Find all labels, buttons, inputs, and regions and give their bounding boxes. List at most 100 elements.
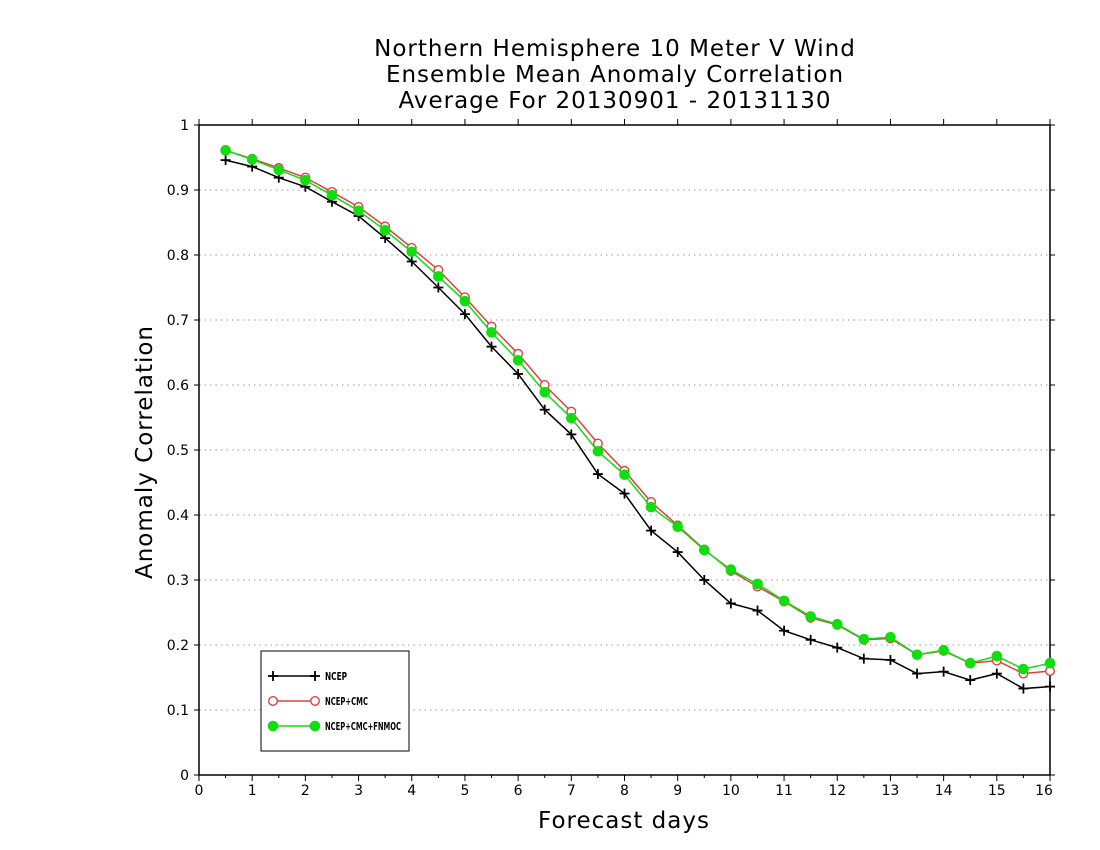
data-point <box>779 625 790 636</box>
data-point <box>991 668 1002 679</box>
legend-marker-start <box>268 671 278 681</box>
y-axis: 0 0.1 0.2 0.3 0.4 0.5 0.6 0.7 0.8 0.9 1 <box>167 118 1055 784</box>
data-point <box>725 564 737 575</box>
data-point <box>805 611 816 622</box>
data-point <box>1044 657 1056 669</box>
legend-marker-start <box>267 720 279 732</box>
series-ncep-cmc <box>220 145 1055 679</box>
x-tick-label: 9 <box>673 783 682 799</box>
data-point <box>433 271 444 282</box>
data-point <box>592 446 604 457</box>
data-point <box>725 598 736 609</box>
x-tick-label: 15 <box>988 783 1006 799</box>
x-tick-label: 13 <box>882 783 900 799</box>
data-point <box>459 309 470 320</box>
data-point <box>300 174 311 186</box>
data-point <box>964 657 976 669</box>
y-tick-label: 0.8 <box>167 248 189 264</box>
data-point <box>752 578 763 590</box>
data-point <box>938 666 949 677</box>
legend-item: NCEP+CMC+FNMOC <box>267 720 401 733</box>
data-point <box>619 469 630 481</box>
legend-label: NCEP+CMC+FNMOC <box>325 721 401 733</box>
x-tick-label: 1 <box>248 783 257 799</box>
data-point <box>885 631 896 643</box>
data-point <box>406 256 417 267</box>
data-point <box>326 189 338 201</box>
data-point <box>566 429 577 440</box>
x-tick-label: 12 <box>828 783 846 799</box>
series-ncep <box>220 155 1055 694</box>
series-layer <box>220 145 1056 694</box>
data-point <box>539 404 550 415</box>
data-point <box>778 595 790 607</box>
data-point <box>991 650 1003 662</box>
data-point <box>832 642 843 653</box>
data-point <box>645 501 657 513</box>
data-point <box>513 368 524 379</box>
y-tick-label: 1 <box>180 118 189 134</box>
data-point <box>938 644 949 656</box>
x-tick-label: 11 <box>775 783 793 799</box>
data-point <box>698 544 710 556</box>
legend-marker-end <box>309 720 321 732</box>
data-point <box>379 225 391 236</box>
data-point <box>433 282 444 293</box>
data-point <box>831 618 843 630</box>
x-tick-label: 7 <box>567 783 576 799</box>
data-point <box>752 605 763 616</box>
data-point <box>353 205 364 217</box>
data-point <box>246 154 258 165</box>
x-tick-label: 10 <box>722 783 740 799</box>
x-tick-label: 16 <box>1035 783 1053 799</box>
x-tick-label: 6 <box>514 783 523 799</box>
data-point <box>220 155 231 166</box>
data-point <box>965 675 976 686</box>
y-tick-label: 0.4 <box>167 508 189 524</box>
data-point <box>1045 681 1055 692</box>
data-point <box>912 668 923 679</box>
data-point <box>592 469 603 480</box>
data-point <box>459 295 471 307</box>
y-tick-label: 0 <box>180 768 189 784</box>
y-tick-label: 0.5 <box>167 443 189 459</box>
legend-item: NCEP <box>268 671 347 683</box>
x-tick-label: 5 <box>460 783 469 799</box>
data-point <box>406 246 418 258</box>
y-tick-label: 0.2 <box>167 638 189 654</box>
data-point <box>672 547 683 558</box>
data-point <box>273 164 285 176</box>
series-line <box>225 159 1051 690</box>
data-point <box>220 145 231 156</box>
chart-title-line-2: Ensemble Mean Anomaly Correlation <box>385 62 845 88</box>
legend-label: NCEP+CMC <box>325 696 368 708</box>
y-tick-label: 0.6 <box>167 378 189 394</box>
grid-lines <box>199 189 1050 711</box>
data-point <box>1018 683 1029 694</box>
data-point <box>646 525 657 536</box>
data-point <box>512 355 524 366</box>
chart-title-line-1: Northern Hemisphere 10 Meter V Wind <box>374 36 856 62</box>
x-tick-label: 0 <box>195 783 204 799</box>
data-point <box>486 327 497 338</box>
data-point <box>911 649 923 661</box>
y-axis-label: Anomaly Correlation <box>132 324 158 580</box>
data-point <box>805 634 816 645</box>
series-line <box>225 149 1051 675</box>
series-ncep-cmc-fnmoc <box>220 145 1056 675</box>
x-tick-label: 4 <box>407 783 416 799</box>
data-point <box>486 341 497 352</box>
chart-title-line-3: Average For 20130901 - 20131130 <box>398 88 832 114</box>
data-point <box>619 488 630 499</box>
data-point <box>858 653 869 664</box>
data-point <box>672 521 683 533</box>
data-point <box>1018 663 1029 675</box>
data-point <box>858 633 870 645</box>
legend-marker-end <box>310 696 321 707</box>
data-point <box>885 654 896 665</box>
x-axis-label: Forecast days <box>538 808 710 834</box>
y-tick-label: 0.9 <box>167 183 189 199</box>
x-axis: 0 1 2 3 4 5 6 7 8 9 10 11 12 13 14 15 16 <box>195 119 1053 799</box>
x-tick-label: 14 <box>935 783 953 799</box>
